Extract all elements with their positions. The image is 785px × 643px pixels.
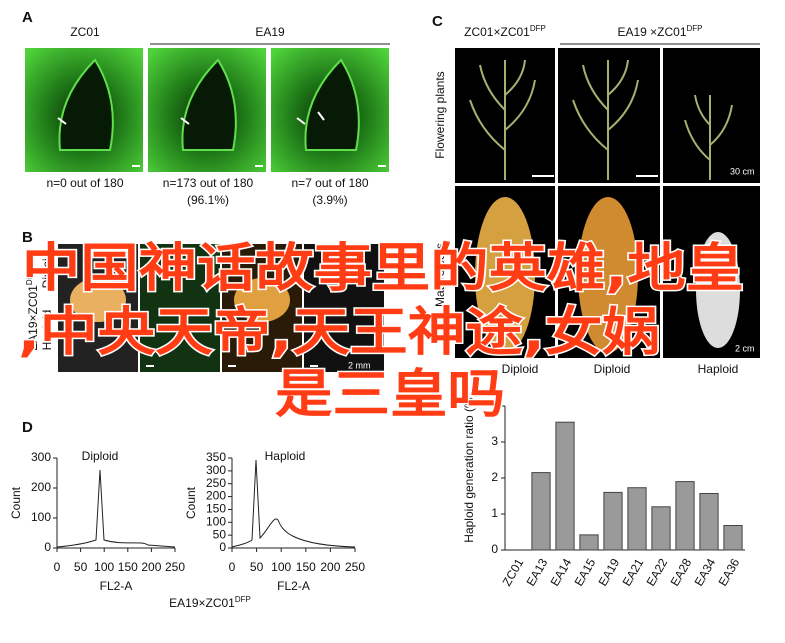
x-tick-label: 200	[141, 560, 161, 574]
y-axis-label: Count	[184, 486, 198, 519]
y-tick-label: 1	[491, 506, 498, 520]
y-tick-label: 200	[206, 489, 226, 503]
group-header: ZC01×ZC01DFP	[464, 24, 546, 39]
panel-label: B	[22, 229, 33, 246]
panel-label: D	[22, 419, 33, 436]
y-tick-label: 0	[219, 540, 226, 554]
bar	[651, 506, 671, 551]
x-tick-label: EA22	[644, 556, 671, 589]
x-tick-label: EA13	[524, 556, 551, 589]
caption: Haploid	[698, 362, 739, 376]
x-tick-label: 50	[250, 560, 264, 574]
y-tick-label: 4	[491, 398, 498, 412]
caption: EA19×ZC01DFP	[169, 595, 251, 610]
x-tick-label: EA21	[620, 556, 647, 589]
axis	[56, 458, 175, 549]
y-tick-label: 50	[213, 527, 227, 541]
x-tick-label: 250	[165, 560, 185, 574]
bar	[699, 492, 719, 551]
group-header: EA19	[255, 25, 285, 39]
plant-images	[455, 48, 760, 358]
bar	[579, 534, 599, 551]
y-tick-label: 0	[44, 540, 51, 554]
bar	[723, 525, 743, 551]
y-tick-label: 200	[31, 480, 51, 494]
x-tick-label: 100	[271, 560, 291, 574]
x-tick-label: EA28	[668, 556, 695, 589]
caption: n=173 out of 180	[163, 176, 254, 190]
bar	[531, 472, 551, 551]
x-tick-label: 200	[320, 560, 340, 574]
bar	[603, 491, 623, 551]
y-tick-label: 100	[206, 514, 226, 528]
y-tick-label: 250	[206, 476, 226, 490]
histogram-title: Diploid	[82, 449, 119, 463]
x-axis-label: FL2-A	[277, 579, 310, 593]
kernel-images	[58, 244, 384, 372]
histogram-curve	[231, 459, 356, 548]
side-label: Haploid	[40, 310, 54, 351]
group-header: ZC01	[70, 25, 100, 39]
side-label: EA19×ZC01DFP	[25, 269, 40, 351]
bar	[555, 421, 575, 551]
y-tick-label: 100	[31, 510, 51, 524]
side-label: Diploid	[40, 252, 54, 289]
x-tick-label: 150	[118, 560, 138, 574]
scale-label: 2 cm	[735, 343, 755, 353]
x-tick-label: 0	[54, 560, 61, 574]
bar	[627, 487, 647, 551]
x-tick-label: 150	[296, 560, 316, 574]
x-tick-label: EA19	[596, 556, 623, 589]
y-tick-label: 150	[206, 502, 226, 516]
y-axis-label: Count	[9, 486, 23, 519]
group-header: EA19 ×ZC01DFP	[617, 24, 702, 39]
overlay-text: 中国神话故事里的英雄,地皇	[22, 239, 744, 299]
x-tick-label: EA34	[692, 556, 719, 589]
histogram-title: Haploid	[265, 449, 306, 463]
y-tick-label: 300	[206, 463, 226, 477]
y-tick-label: 350	[206, 450, 226, 464]
y-tick-label: 2	[491, 470, 498, 484]
overlay-text: 是三皇吗	[275, 365, 505, 425]
caption: Diploid	[502, 362, 539, 376]
y-tick-label: 300	[31, 450, 51, 464]
x-tick-label: 0	[229, 560, 236, 574]
x-axis-label: FL2-A	[100, 579, 133, 593]
axis	[231, 458, 355, 549]
caption: n=0 out of 180	[46, 176, 123, 190]
panel-label: A	[22, 9, 33, 26]
x-tick-label: EA15	[572, 556, 599, 589]
caption: n=7 out of 180	[291, 176, 368, 190]
x-tick-label: EA36	[716, 556, 743, 589]
y-axis-label: Haploid generation ratio (%)	[462, 393, 476, 542]
scale-label: 30 cm	[730, 166, 755, 176]
caption: (3.9%)	[312, 193, 347, 207]
overlay-text: ,中央天帝,天王神途,女娲	[18, 303, 660, 363]
x-tick-label: 250	[345, 560, 365, 574]
x-tick-label: 50	[74, 560, 88, 574]
x-tick-label: ZC01	[500, 556, 527, 589]
histogram-curve	[56, 469, 176, 548]
embryo-images	[25, 48, 389, 172]
y-tick-label: 3	[491, 434, 498, 448]
side-label: Mature ears	[433, 243, 447, 307]
caption: Diploid	[594, 362, 631, 376]
x-tick-label: EA14	[548, 556, 575, 589]
x-tick-label: 100	[94, 560, 114, 574]
scale-label: 2 mm	[348, 360, 371, 370]
y-tick-label: 0	[491, 542, 498, 556]
panel-label: C	[432, 13, 443, 30]
side-label: Flowering plants	[433, 71, 447, 158]
bar	[675, 481, 695, 551]
caption: (96.1%)	[187, 193, 229, 207]
